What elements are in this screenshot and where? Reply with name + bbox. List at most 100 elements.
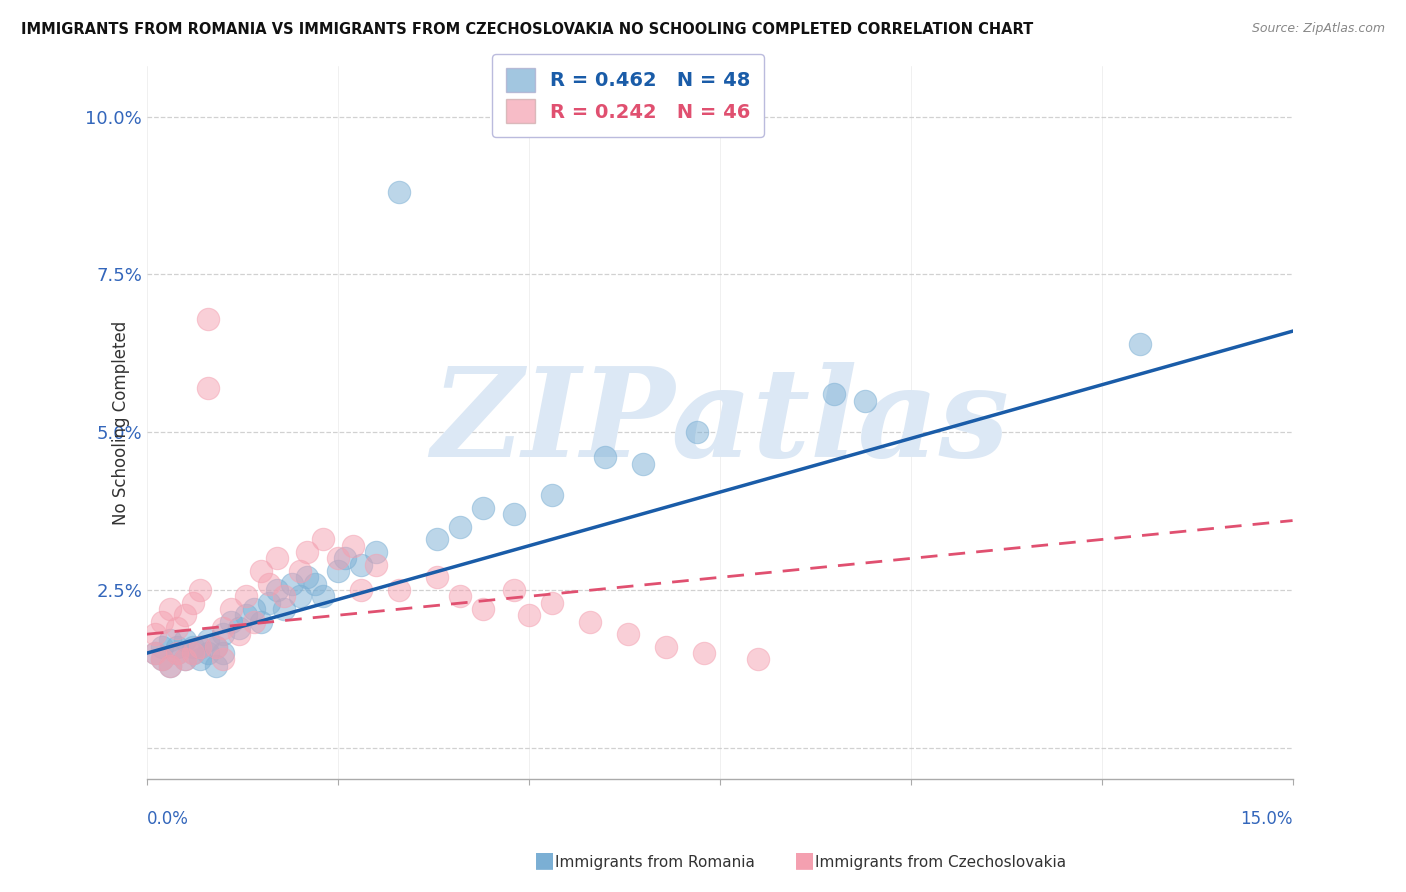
Point <box>174 608 197 623</box>
Point <box>257 576 280 591</box>
Point <box>166 646 188 660</box>
Point <box>190 640 212 654</box>
Point <box>228 621 250 635</box>
Point <box>281 576 304 591</box>
Point <box>150 640 173 654</box>
Point <box>166 640 188 654</box>
Point <box>181 596 204 610</box>
Point <box>335 551 357 566</box>
Point <box>326 551 349 566</box>
Point <box>426 533 449 547</box>
Text: ZIPatlas: ZIPatlas <box>430 362 1008 483</box>
Point <box>823 387 845 401</box>
Point <box>297 545 319 559</box>
Point <box>150 652 173 666</box>
Point <box>197 633 219 648</box>
Text: 15.0%: 15.0% <box>1240 810 1292 828</box>
Point <box>197 646 219 660</box>
Point <box>159 602 181 616</box>
Point <box>472 500 495 515</box>
Point <box>364 545 387 559</box>
Point <box>250 615 273 629</box>
Point <box>364 558 387 572</box>
Legend: R = 0.462   N = 48, R = 0.242   N = 46: R = 0.462 N = 48, R = 0.242 N = 46 <box>492 54 765 136</box>
Point <box>426 570 449 584</box>
Point <box>266 551 288 566</box>
Point <box>159 658 181 673</box>
Point <box>350 558 373 572</box>
Point <box>540 596 562 610</box>
Point <box>219 615 242 629</box>
Point <box>288 564 311 578</box>
Point <box>633 457 655 471</box>
Point <box>235 608 257 623</box>
Point <box>311 533 333 547</box>
Point <box>166 646 188 660</box>
Point <box>502 508 524 522</box>
Point <box>250 564 273 578</box>
Point <box>243 615 266 629</box>
Point <box>143 646 166 660</box>
Point <box>159 658 181 673</box>
Point <box>150 615 173 629</box>
Point <box>517 608 540 623</box>
Point <box>257 596 280 610</box>
Point <box>181 646 204 660</box>
Point <box>159 633 181 648</box>
Point <box>150 652 173 666</box>
Point <box>190 582 212 597</box>
Point <box>174 652 197 666</box>
Point <box>190 640 212 654</box>
Point <box>288 590 311 604</box>
Point <box>350 582 373 597</box>
Point <box>693 646 716 660</box>
Text: ■: ■ <box>794 850 815 870</box>
Point <box>326 564 349 578</box>
Point <box>540 488 562 502</box>
Point <box>273 602 295 616</box>
Point <box>472 602 495 616</box>
Point <box>143 646 166 660</box>
Y-axis label: No Schooling Completed: No Schooling Completed <box>112 320 131 524</box>
Point <box>449 590 471 604</box>
Point <box>853 393 876 408</box>
Point <box>212 621 235 635</box>
Point <box>311 590 333 604</box>
Point <box>228 627 250 641</box>
Text: Immigrants from Romania: Immigrants from Romania <box>555 855 755 870</box>
Text: Immigrants from Czechoslovakia: Immigrants from Czechoslovakia <box>815 855 1067 870</box>
Point <box>579 615 602 629</box>
Point <box>655 640 678 654</box>
Text: IMMIGRANTS FROM ROMANIA VS IMMIGRANTS FROM CZECHOSLOVAKIA NO SCHOOLING COMPLETED: IMMIGRANTS FROM ROMANIA VS IMMIGRANTS FR… <box>21 22 1033 37</box>
Point <box>243 602 266 616</box>
Point <box>204 640 226 654</box>
Point <box>212 652 235 666</box>
Point <box>297 570 319 584</box>
Point <box>747 652 769 666</box>
Point <box>449 520 471 534</box>
Text: Source: ZipAtlas.com: Source: ZipAtlas.com <box>1251 22 1385 36</box>
Point <box>388 186 411 200</box>
Point <box>212 646 235 660</box>
Point <box>212 627 235 641</box>
Point <box>197 311 219 326</box>
Point <box>686 425 709 439</box>
Point <box>273 590 295 604</box>
Point <box>235 590 257 604</box>
Point <box>166 621 188 635</box>
Point <box>342 539 364 553</box>
Text: ■: ■ <box>534 850 555 870</box>
Point <box>181 640 204 654</box>
Point <box>174 633 197 648</box>
Point <box>174 652 197 666</box>
Point <box>190 652 212 666</box>
Point <box>266 582 288 597</box>
Point <box>204 658 226 673</box>
Point <box>197 381 219 395</box>
Point <box>593 450 616 465</box>
Point <box>143 627 166 641</box>
Point <box>219 602 242 616</box>
Point <box>204 640 226 654</box>
Point <box>1129 336 1152 351</box>
Point <box>617 627 640 641</box>
